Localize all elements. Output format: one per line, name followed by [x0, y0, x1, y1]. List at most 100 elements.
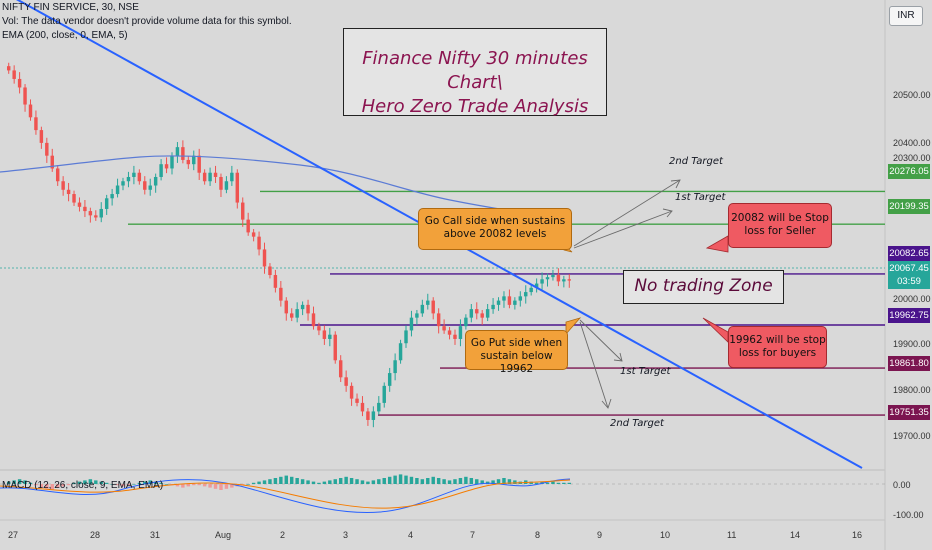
- candle[interactable]: [507, 289, 512, 309]
- candle[interactable]: [518, 291, 523, 307]
- candle[interactable]: [99, 202, 103, 223]
- candle[interactable]: [382, 382, 386, 408]
- candle[interactable]: [181, 140, 185, 164]
- candle[interactable]: [458, 319, 463, 347]
- candle[interactable]: [104, 194, 109, 215]
- candle[interactable]: [420, 299, 425, 317]
- candle[interactable]: [202, 169, 207, 185]
- no-trading-zone-box[interactable]: No trading Zone: [623, 270, 784, 304]
- candle[interactable]: [143, 176, 147, 195]
- candle[interactable]: [251, 228, 256, 242]
- candle[interactable]: [77, 197, 82, 212]
- candle[interactable]: [409, 310, 414, 337]
- candle[interactable]: [371, 406, 376, 428]
- candle[interactable]: [257, 231, 261, 256]
- candle[interactable]: [148, 178, 152, 196]
- candle[interactable]: [333, 331, 337, 364]
- candle[interactable]: [328, 327, 332, 347]
- candle[interactable]: [137, 169, 142, 185]
- candle[interactable]: [387, 367, 392, 392]
- candle[interactable]: [377, 396, 381, 415]
- candle[interactable]: [306, 299, 310, 321]
- candle[interactable]: [534, 278, 539, 293]
- candle[interactable]: [23, 84, 27, 112]
- candle[interactable]: [355, 393, 359, 407]
- put-side-callout[interactable]: Go Put side when sustain below 19962: [465, 330, 568, 375]
- candle[interactable]: [88, 207, 93, 223]
- candle[interactable]: [551, 269, 555, 281]
- candle[interactable]: [540, 272, 544, 290]
- candle[interactable]: [562, 275, 566, 288]
- candle[interactable]: [502, 291, 506, 308]
- candle[interactable]: [235, 169, 240, 209]
- candle[interactable]: [39, 126, 44, 149]
- candle[interactable]: [496, 297, 501, 311]
- candle[interactable]: [262, 242, 267, 274]
- candle[interactable]: [12, 65, 16, 84]
- candle[interactable]: [567, 274, 571, 288]
- candle[interactable]: [311, 306, 316, 330]
- candle[interactable]: [393, 353, 397, 381]
- candle[interactable]: [55, 165, 60, 186]
- candle[interactable]: [284, 297, 288, 321]
- macd-legend[interactable]: MACD (12, 26, close, 9, EMA, EMA): [2, 480, 164, 491]
- candle[interactable]: [415, 309, 419, 325]
- stop-buyer-callout[interactable]: 19962 will be stop loss for buyers: [728, 326, 827, 368]
- candle[interactable]: [338, 355, 343, 383]
- candle[interactable]: [447, 327, 452, 340]
- candle[interactable]: [94, 210, 98, 221]
- candle[interactable]: [426, 293, 430, 310]
- candle[interactable]: [34, 110, 38, 135]
- candle[interactable]: [246, 212, 250, 236]
- candle[interactable]: [349, 382, 354, 406]
- candle[interactable]: [72, 190, 76, 206]
- candle[interactable]: [230, 165, 234, 186]
- candle[interactable]: [17, 72, 22, 94]
- candle[interactable]: [153, 173, 158, 193]
- candle[interactable]: [279, 280, 283, 307]
- candle[interactable]: [431, 297, 435, 320]
- candle[interactable]: [469, 304, 474, 323]
- candle[interactable]: [273, 269, 278, 293]
- candle[interactable]: [159, 159, 163, 181]
- candle[interactable]: [404, 325, 408, 348]
- candle[interactable]: [45, 137, 49, 163]
- candle[interactable]: [197, 148, 201, 180]
- candle[interactable]: [290, 308, 294, 322]
- candle[interactable]: [66, 182, 71, 202]
- candle[interactable]: [300, 301, 305, 316]
- candle[interactable]: [322, 325, 327, 345]
- candle[interactable]: [28, 99, 33, 121]
- candle[interactable]: [436, 308, 441, 334]
- candle[interactable]: [241, 197, 245, 227]
- candle[interactable]: [366, 408, 370, 426]
- ema-legend[interactable]: EMA (200, close, 0, EMA, 5): [2, 30, 128, 41]
- candle[interactable]: [491, 298, 495, 314]
- candle[interactable]: [164, 157, 169, 174]
- candle[interactable]: [110, 188, 114, 206]
- candle[interactable]: [442, 319, 446, 334]
- candle[interactable]: [61, 176, 65, 196]
- candle[interactable]: [398, 339, 403, 364]
- candle[interactable]: [513, 297, 517, 310]
- candle[interactable]: [224, 176, 229, 194]
- candle[interactable]: [192, 150, 196, 171]
- candle[interactable]: [126, 171, 131, 188]
- stop-seller-callout[interactable]: 20082 will be Stop loss for Seller: [728, 203, 832, 248]
- candle[interactable]: [208, 167, 212, 186]
- analysis-title-box[interactable]: Finance Nifty 30 minutes Chart\ Hero Zer…: [343, 28, 607, 117]
- candle[interactable]: [524, 285, 528, 304]
- candle[interactable]: [121, 177, 125, 191]
- candle[interactable]: [360, 396, 365, 417]
- candle[interactable]: [344, 370, 348, 392]
- candle[interactable]: [115, 178, 120, 198]
- candle[interactable]: [295, 302, 299, 323]
- candle[interactable]: [475, 302, 479, 320]
- candle[interactable]: [50, 148, 54, 172]
- candle[interactable]: [556, 268, 561, 287]
- candle[interactable]: [83, 200, 87, 218]
- candle[interactable]: [529, 284, 533, 296]
- candle[interactable]: [480, 309, 484, 325]
- call-side-callout[interactable]: Go Call side when sustains above 20082 l…: [418, 208, 572, 250]
- candle[interactable]: [464, 314, 468, 330]
